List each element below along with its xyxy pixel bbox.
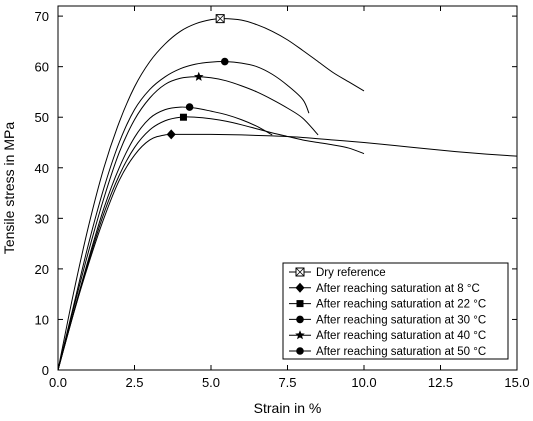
legend-label: Dry reference: [316, 267, 386, 279]
legend-label: After reaching saturation at 8 °C: [316, 283, 480, 295]
y-tick-label: 40: [35, 161, 49, 176]
series-line-3: [57, 116, 365, 371]
legend-entry: After reaching saturation at 8 °C: [289, 282, 480, 295]
legend-entry: Dry reference: [289, 267, 386, 279]
legend-label: After reaching saturation at 50 °C: [316, 346, 486, 358]
y-tick-label: 10: [35, 312, 49, 327]
x-tick-label: 7.5: [278, 375, 296, 390]
legend-marker-swatch: [295, 282, 305, 293]
x-axis-label: Strain in %: [254, 400, 322, 416]
y-tick-label: 70: [35, 9, 49, 24]
legend-marker-swatch: [296, 300, 304, 308]
series-line-2: [57, 133, 518, 371]
x-tick-label: 0.0: [49, 375, 67, 390]
curves: [57, 18, 518, 371]
legend-marker-swatch: [296, 347, 304, 355]
legend-marker-swatch: [296, 315, 304, 324]
x-tick-label: 12.5: [428, 375, 453, 390]
legend-entry: After reaching saturation at 30 °C: [289, 314, 486, 326]
series-marker-2: [166, 129, 176, 140]
x-tick-label: 10.0: [351, 375, 376, 390]
legend-box: [282, 262, 509, 360]
legend: Dry reference After reaching saturation a…: [282, 262, 509, 360]
legend-entry: After reaching saturation at 22 °C: [289, 299, 486, 311]
y-tick-label: 20: [35, 262, 49, 277]
y-tick-label: 30: [35, 211, 49, 226]
series-line-4: [57, 106, 273, 371]
series-line-1: [57, 18, 365, 371]
y-axis-label: Tensile stress in MPa: [1, 122, 17, 254]
x-tick-label: 2.5: [125, 375, 143, 390]
x-tick-label: 15.0: [504, 375, 529, 390]
legend-label: After reaching saturation at 22 °C: [316, 299, 486, 311]
legend-marker-swatch: [295, 267, 305, 277]
series-marker-5: [194, 71, 204, 81]
legend-label: After reaching saturation at 40 °C: [316, 330, 486, 342]
legend-entry: After reaching saturation at 40 °C: [289, 330, 486, 342]
series-marker-4: [185, 103, 194, 111]
y-tick-label: 50: [35, 110, 49, 125]
legend-marker-swatch: [295, 330, 305, 340]
axis-ticks: 0.0 2.5 5.0 7.5 10.0 12.5 15.0 0 10 20 30 40 50 60 70: [35, 6, 530, 390]
series-marker-1: [215, 14, 225, 24]
y-tick-label: 60: [35, 60, 49, 75]
legend-label: After reaching saturation at 30 °C: [316, 314, 486, 326]
curve-markers: [166, 14, 229, 140]
series-marker-3: [179, 113, 187, 121]
x-tick-label: 5.0: [202, 375, 220, 390]
y-tick-label: 0: [42, 363, 49, 378]
legend-entry: After reaching saturation at 50 °C: [289, 346, 486, 358]
series-line-6: [57, 61, 310, 371]
series-line-5: [57, 76, 319, 371]
series-marker-6: [220, 57, 229, 66]
